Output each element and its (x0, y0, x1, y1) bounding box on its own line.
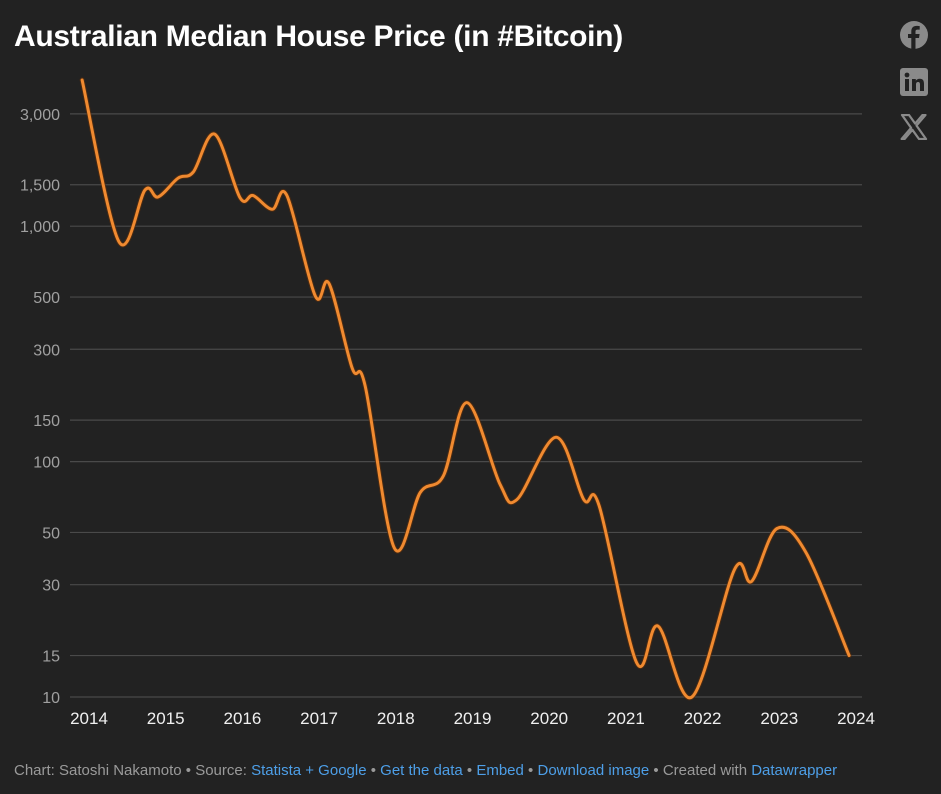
y-tick-label: 100 (33, 455, 60, 472)
separator: • (653, 762, 659, 779)
x-tick-label: 2021 (607, 709, 645, 728)
x-tick-label: 2017 (300, 709, 338, 728)
y-tick-label: 1,500 (20, 178, 60, 195)
y-tick-label: 500 (33, 290, 60, 307)
x-axis: 2014 2015 2016 2017 2018 2019 2020 2021 2022 2023… (70, 709, 875, 728)
chart-footer: Chart: Satoshi Nakamoto • Source: Statis… (14, 762, 837, 779)
line-chart: 10 15 30 50 100 150 300 500 1,000 1,500 3,000 2014… (20, 77, 875, 728)
chart-credit: Chart: Satoshi Nakamoto (14, 762, 182, 779)
y-tick-label: 150 (33, 413, 60, 430)
x-tick-label: 2019 (454, 709, 492, 728)
series-line-shadow (79, 77, 852, 701)
get-data-link[interactable]: Get the data (380, 762, 463, 779)
linkedin-icon[interactable] (900, 68, 928, 96)
separator: • (466, 762, 473, 779)
chart-title: Australian Median House Price (in #Bitco… (14, 20, 623, 53)
separator: • (528, 762, 534, 779)
separator: • (370, 762, 376, 779)
x-tick-label: 2016 (223, 709, 261, 728)
separator: • (185, 762, 192, 779)
embed-link[interactable]: Embed (476, 762, 524, 779)
source-label: Source: (195, 762, 247, 779)
y-tick-label: 10 (42, 690, 60, 707)
x-tick-label: 2024 (837, 709, 875, 728)
y-tick-label: 300 (33, 342, 60, 359)
y-tick-label: 15 (42, 649, 60, 666)
series (79, 77, 852, 701)
facebook-icon[interactable] (899, 20, 929, 50)
x-tick-label: 2018 (377, 709, 415, 728)
x-twitter-icon[interactable] (900, 114, 928, 140)
social-share-bar (899, 20, 929, 140)
datawrapper-link[interactable]: Datawrapper (751, 762, 838, 779)
y-axis: 10 15 30 50 100 150 300 500 1,000 1,500 3,000 (20, 107, 60, 707)
y-tick-label: 1,000 (20, 219, 60, 236)
series-line (80, 78, 851, 700)
x-tick-label: 2014 (70, 709, 108, 728)
x-tick-label: 2022 (684, 709, 722, 728)
x-tick-label: 2023 (760, 709, 798, 728)
created-with-label: Created with (662, 762, 748, 779)
source-link[interactable]: Statista + Google (251, 762, 367, 779)
y-tick-label: 50 (42, 525, 60, 542)
download-image-link[interactable]: Download image (537, 762, 650, 779)
y-tick-label: 30 (42, 578, 60, 595)
y-tick-label: 3,000 (20, 107, 60, 124)
x-tick-label: 2020 (530, 709, 568, 728)
x-tick-label: 2015 (147, 709, 185, 728)
